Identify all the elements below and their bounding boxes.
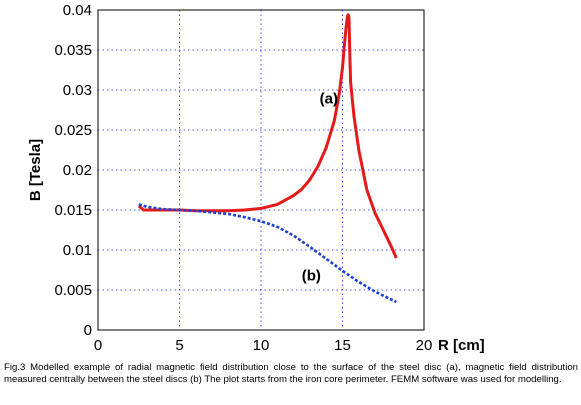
- x-axis-label: R [cm]: [438, 337, 485, 354]
- annotation-layer: (a) (b): [302, 91, 338, 285]
- x-tick-label: 0: [94, 337, 102, 354]
- series-line-a: [137, 13, 398, 259]
- x-tick-label: 10: [253, 337, 270, 354]
- y-tick-label: 0: [84, 322, 92, 339]
- y-tick-label: 0.005: [54, 282, 92, 299]
- y-tick-label: 0.015: [54, 202, 92, 219]
- y-tick-label: 0.02: [63, 162, 92, 179]
- y-tick-label: 0.01: [63, 242, 92, 259]
- y-tick-label: 0.03: [63, 82, 92, 99]
- y-tick-label: 0.04: [63, 2, 92, 19]
- x-tick-label: 5: [175, 337, 183, 354]
- y-axis-label: B [Tesla]: [27, 139, 44, 201]
- series-annotation: (a): [320, 91, 338, 108]
- x-tick-label: 20: [416, 337, 433, 354]
- grid-lines: [98, 10, 424, 330]
- y-tick-label: 0.025: [54, 122, 92, 139]
- x-tick-label: 15: [334, 337, 351, 354]
- series-line-b: [138, 203, 397, 304]
- series-layer: [137, 13, 398, 304]
- y-tick-label: 0.035: [54, 42, 92, 59]
- figure-caption: Fig.3 Modelled example of radial magneti…: [4, 362, 578, 385]
- series-annotation: (b): [302, 267, 321, 284]
- chart: 0 5 10 15 20 0 0.005 0.01 0.015 0.02 0.025 0.03 0.03…: [27, 2, 485, 354]
- plot-frame: [97, 9, 425, 331]
- axis-ticks: 0 5 10 15 20 0 0.005 0.01 0.015 0.02 0.025 0.03 0.03…: [54, 2, 432, 354]
